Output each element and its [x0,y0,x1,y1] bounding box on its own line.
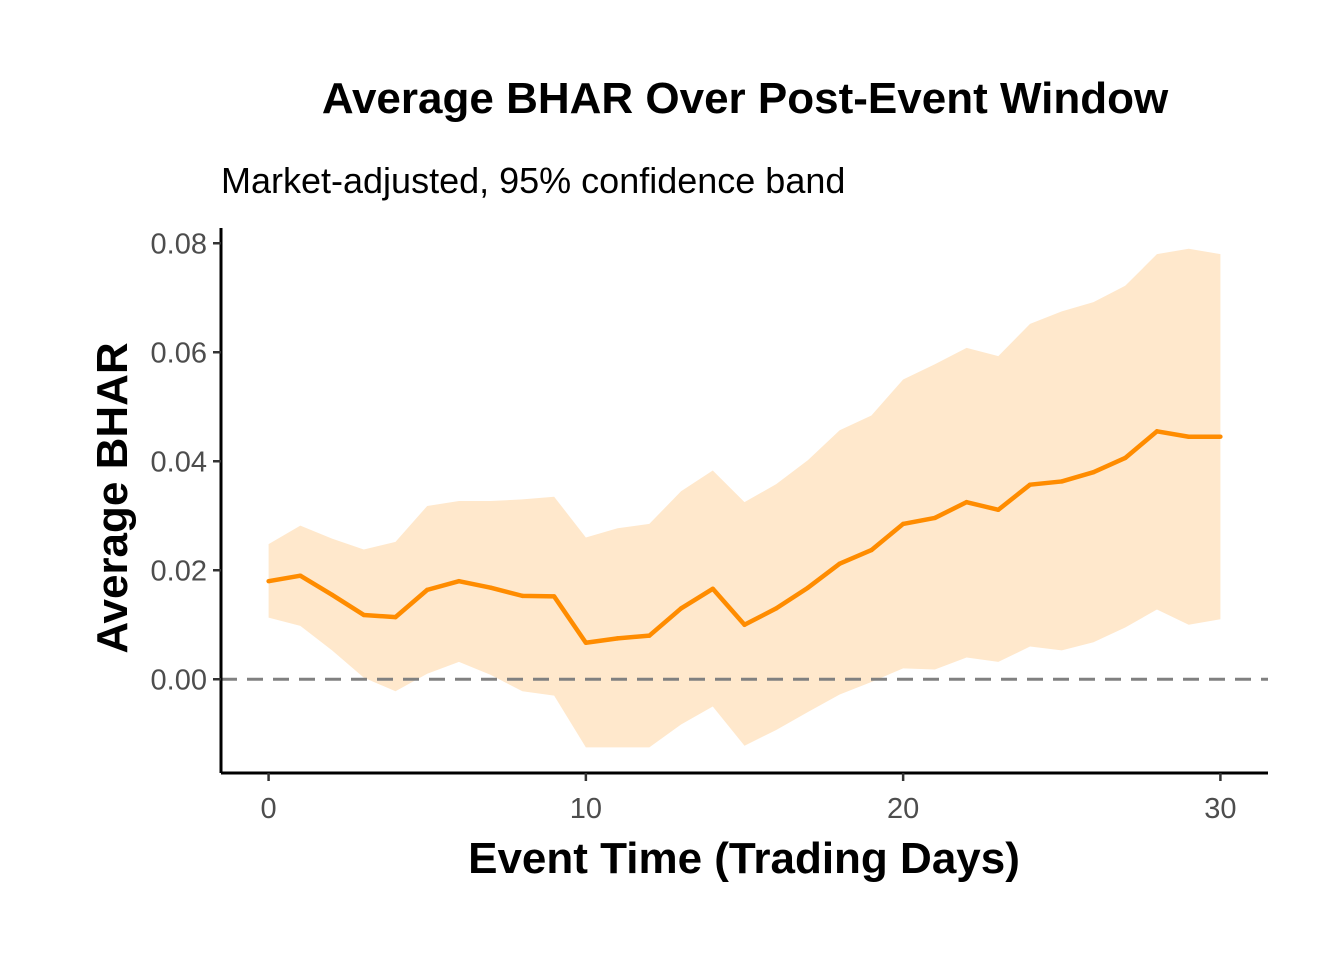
data-point-day-16 [774,606,779,611]
y-axis-title: Average BHAR [88,342,137,653]
y-tick-label: 0.08 [151,228,207,260]
data-point-day-1 [298,573,303,578]
data-point-day-13 [678,606,684,611]
data-point-day-29 [1186,434,1191,439]
data-point-day-20 [900,521,906,527]
data-point-day-7 [488,585,493,590]
x-tick-label: 30 [1204,793,1236,825]
x-axis: 0 10 20 30 [261,773,1237,825]
data-point-day-11 [615,636,620,641]
data-point-day-27 [1123,455,1128,461]
x-tick-label: 0 [261,793,277,825]
data-point-day-15 [742,622,747,627]
data-point-day-10 [583,640,589,645]
x-axis-title: Event Time (Trading Days) [468,834,1020,883]
data-point-day-21 [932,515,938,521]
data-point-day-8 [520,593,525,599]
data-point-day-26 [1091,469,1096,475]
y-tick-label: 0.02 [151,555,207,587]
data-point-day-17 [805,585,811,590]
y-axis: 0.00 0.02 0.04 0.06 0.08 [151,228,221,696]
data-point-day-30 [1218,434,1223,439]
data-point-day-14 [710,586,715,591]
data-point-day-24 [1027,482,1033,487]
data-point-day-5 [425,587,430,593]
data-point-day-23 [996,507,1001,512]
data-point-day-18 [837,561,842,566]
data-point-day-3 [361,612,366,618]
data-point-day-2 [329,592,335,597]
y-tick-label: 0.06 [151,337,207,369]
bhar-points [266,429,1223,645]
confidence-band [268,248,1221,748]
data-point-day-0 [266,578,271,584]
plot-area [221,248,1268,748]
data-point-day-25 [1059,479,1064,484]
data-point-day-6 [456,578,462,584]
chart-title: Average BHAR Over Post-Event Window [322,74,1169,123]
data-point-day-4 [393,614,398,620]
chart-subtitle: Market-adjusted, 95% confidence band [221,160,845,201]
data-point-day-28 [1154,429,1160,434]
y-tick-label: 0.04 [151,446,207,478]
data-point-day-12 [647,633,652,638]
y-tick-label: 0.00 [151,664,207,696]
data-point-day-22 [964,499,969,505]
x-tick-label: 20 [887,793,919,825]
x-tick-label: 10 [570,793,602,825]
data-point-day-19 [869,547,874,553]
data-point-day-9 [551,594,557,599]
